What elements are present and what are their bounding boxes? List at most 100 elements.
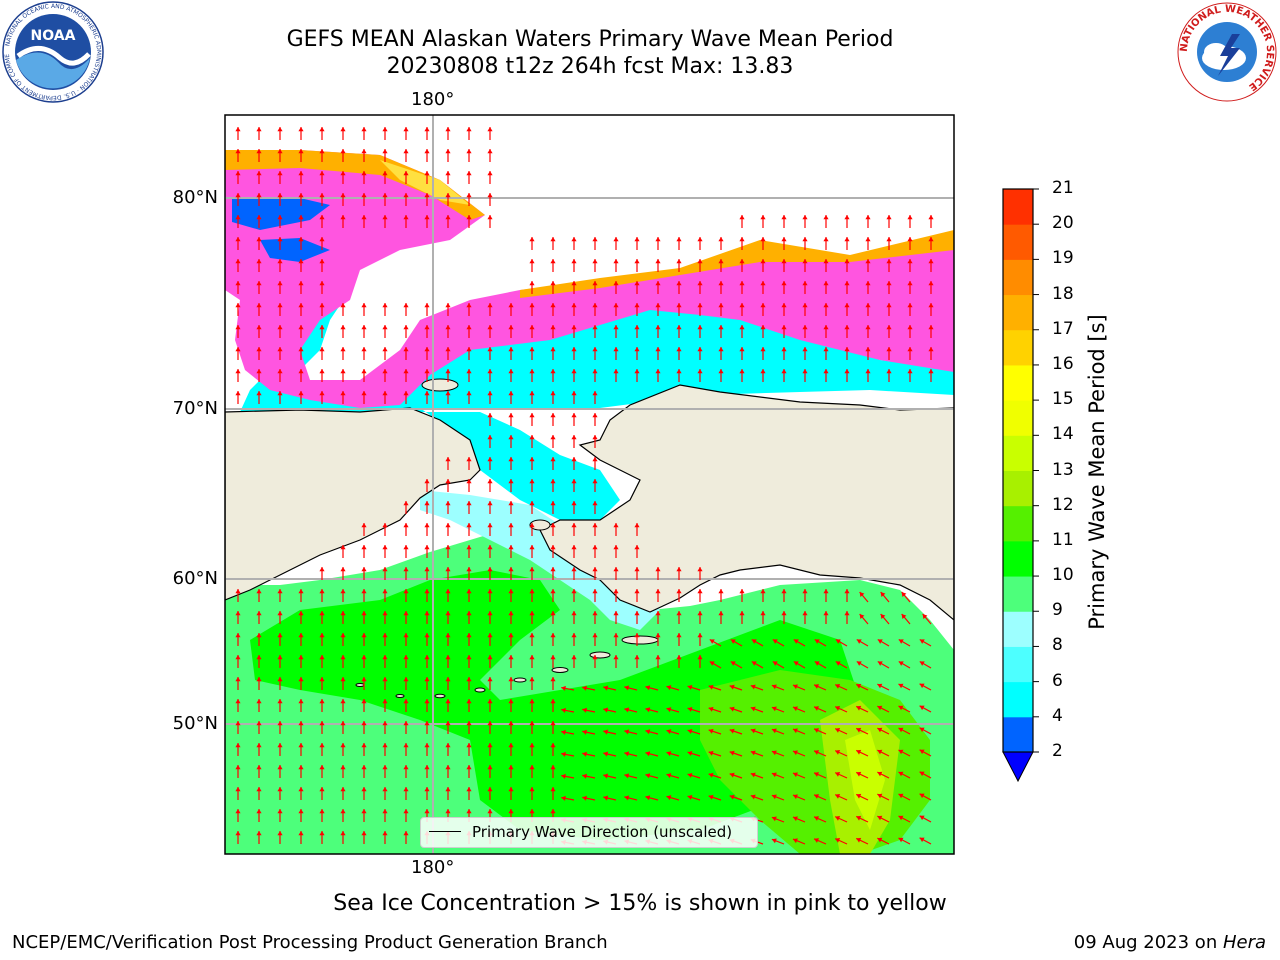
wave-vector-head (907, 347, 913, 352)
wave-vector-head (466, 545, 472, 550)
wave-vector-head (582, 773, 587, 779)
colorbar-tick-label: 17 (1052, 318, 1074, 339)
wave-vector-head (403, 127, 409, 132)
wave-vector-head (750, 794, 756, 800)
wave-vector-head (865, 347, 871, 352)
wave-vector-head (319, 677, 325, 682)
wave-vector-head (760, 237, 766, 242)
sea-ice-orange-edge (225, 150, 485, 220)
wave-vector-head (835, 706, 841, 711)
wave-vector-head (571, 545, 577, 550)
wave-vector-head (718, 369, 724, 374)
wave-vector-head (880, 614, 886, 619)
wave-vector-head (382, 171, 388, 176)
wave-vector-head (340, 831, 346, 836)
wave-vector-head (298, 633, 304, 638)
wave-vector-head (739, 303, 745, 308)
wave-vector-head (277, 215, 283, 220)
wave-vector-head (235, 325, 241, 330)
wave-vector-head (729, 750, 735, 756)
wave-vector-head (928, 347, 934, 352)
wave-vector-head (340, 787, 346, 792)
wave-vector-head (361, 809, 367, 814)
wave-vector-head (718, 611, 724, 616)
wave-vector-head (298, 787, 304, 792)
wave-vector-head (277, 655, 283, 660)
latitude-label-70n: 70°N (172, 398, 218, 419)
wave-vector-head (445, 743, 451, 748)
colorbar-segment (1003, 189, 1033, 225)
wave-vector-head (487, 787, 493, 792)
wave-vector-head (771, 684, 777, 690)
wave-vector-head (319, 193, 325, 198)
wave-vector-head (814, 661, 820, 666)
wave-vector-head (550, 391, 556, 396)
wave-vector-head (898, 705, 904, 711)
wave-vector-head (844, 215, 850, 220)
wave-vector-head (697, 589, 703, 594)
wave-vector-head (277, 611, 283, 616)
wave-vector-head (729, 794, 735, 800)
wave-vector-head (823, 369, 829, 374)
wave-vector-head (624, 751, 630, 757)
wave-vector-head (835, 772, 841, 777)
wave-vector-head (676, 589, 682, 594)
wave-vector-head (319, 237, 325, 242)
wave-vector-head (792, 838, 798, 844)
wave-vector-head (319, 281, 325, 286)
wave-vector-head (655, 237, 661, 242)
wave-vector-head (739, 611, 745, 616)
wave-vector-head (403, 589, 409, 594)
wave-vector-head (361, 831, 367, 836)
wave-vector-head (666, 685, 672, 691)
wave-vector-head (613, 369, 619, 374)
wave-vector-head (361, 391, 367, 396)
wave-vector-head (634, 567, 640, 572)
wave-vector-head (277, 699, 283, 704)
wave-vector-head (466, 325, 472, 330)
wave-vector-head (697, 237, 703, 242)
wave-vector-head (277, 391, 283, 396)
wave-vector-head (466, 523, 472, 528)
wave-vector-head (856, 749, 862, 755)
colorbar-segment (1003, 259, 1033, 296)
wave-vector-head (424, 479, 430, 484)
wave-vector-head (676, 567, 682, 572)
wave-vector-head (319, 787, 325, 792)
wave-vector-head (382, 523, 388, 528)
wave-vector-head (718, 325, 724, 330)
wave-vector-head (739, 325, 745, 330)
wave-vector-head (235, 743, 241, 748)
wave-vector-head (634, 589, 640, 594)
wave-vector-head (487, 545, 493, 550)
wave-vector-head (277, 127, 283, 132)
wave-vector-head (634, 325, 640, 330)
wave-vector-head (739, 369, 745, 374)
wave-vector-head (424, 611, 430, 616)
wave-vector-head (256, 721, 262, 726)
wave-vector-head (277, 237, 283, 242)
wave-vector-head (445, 633, 451, 638)
wave-vector-head (697, 633, 703, 638)
wave-vector-head (655, 303, 661, 308)
wave-vector-head (793, 639, 799, 644)
wave-vector-head (466, 677, 472, 682)
wave-vector-head (319, 831, 325, 836)
map-frame (224, 114, 955, 855)
wave-vector-head (508, 787, 514, 792)
wave-vector-head (403, 149, 409, 154)
wave-vector-head (319, 325, 325, 330)
wave-vector-head (277, 193, 283, 198)
wave-vector-head (877, 661, 883, 666)
wave-vector-head (361, 633, 367, 638)
colorbar-tick-label: 2 (1052, 741, 1063, 761)
wave-vector-head (886, 259, 892, 264)
wave-vector-head (508, 479, 514, 484)
wave-vector-head (865, 237, 871, 242)
wave-vector-head (865, 259, 871, 264)
wave-vector-head (571, 501, 577, 506)
wave-vector-head (340, 567, 346, 572)
wave-vector-head (898, 683, 904, 689)
wave-vector-head (592, 435, 598, 440)
wave-vector-head (466, 149, 472, 154)
